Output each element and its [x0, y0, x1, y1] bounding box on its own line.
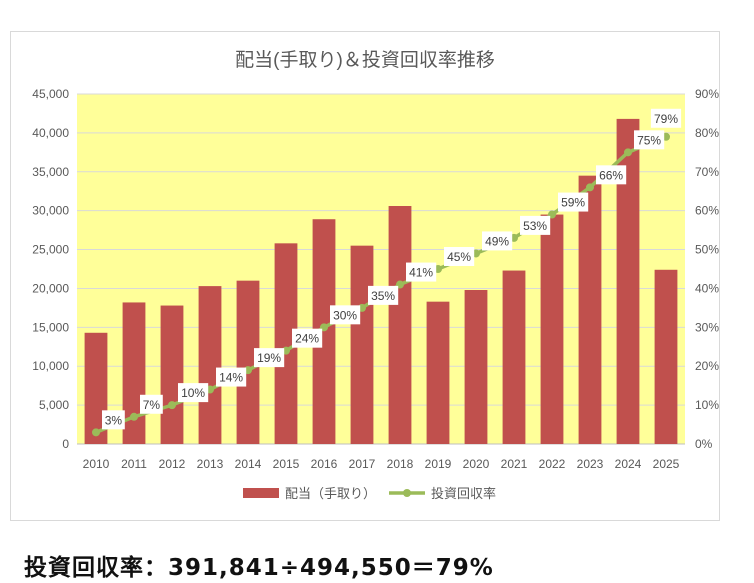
data-label-box: [650, 108, 682, 128]
x-tick-label: 2017: [349, 457, 376, 471]
x-tick-label: 2023: [577, 457, 604, 471]
bar: [236, 280, 260, 444]
x-tick-label: 2014: [235, 457, 262, 471]
y-right-tick-label: 50%: [695, 243, 719, 257]
recovery-rate-point: [624, 148, 632, 157]
data-label-box: [596, 165, 627, 185]
data-label-box: [102, 410, 125, 430]
x-tick-label: 2020: [463, 457, 490, 471]
y-right-tick-label: 90%: [695, 87, 719, 101]
bar: [578, 175, 602, 444]
data-label: 53%: [523, 219, 547, 233]
bar: [464, 290, 488, 444]
bar: [312, 219, 336, 444]
bar: [616, 118, 640, 444]
y-right-tick-label: 30%: [695, 320, 719, 334]
y-left-tick-label: 25,000: [32, 243, 69, 257]
bar: [426, 301, 450, 444]
data-label: 35%: [371, 289, 395, 303]
data-label: 75%: [637, 133, 661, 147]
investment-recovery-caption: 投資回収率：391,841÷494,550＝79%: [24, 555, 494, 581]
y-right-tick-label: 80%: [695, 126, 719, 140]
data-label: 30%: [333, 308, 357, 322]
data-label-box: [368, 285, 399, 305]
bar: [198, 286, 222, 444]
data-label: 41%: [409, 266, 433, 280]
x-tick-label: 2012: [159, 457, 186, 471]
data-label: 45%: [447, 250, 471, 264]
data-label: 59%: [561, 196, 585, 210]
x-tick-label: 2015: [273, 457, 300, 471]
recovery-rate-point: [168, 401, 176, 410]
data-label-box: [482, 231, 513, 251]
data-label: 14%: [219, 371, 243, 385]
y-right-tick-label: 60%: [695, 204, 719, 218]
y-right-tick-label: 70%: [695, 165, 719, 179]
data-label-box: [406, 262, 437, 282]
legend-label-recovery: 投資回収率: [431, 486, 496, 501]
data-label-box: [140, 394, 163, 414]
data-label-box: [558, 192, 589, 212]
bar: [540, 214, 564, 444]
x-tick-label: 2024: [615, 457, 642, 471]
y-left-tick-label: 35,000: [32, 165, 69, 179]
data-label: 19%: [257, 351, 281, 365]
chart-title: 配当(手取り)＆投資回収率推移: [235, 49, 495, 71]
data-label-box: [444, 247, 475, 266]
bar: [502, 270, 526, 444]
y-left-tick-label: 0: [62, 437, 69, 451]
chart-frame: 配当(手取り)＆投資回収率推移 0 5,000 10,000 15,000 20,000 2…: [10, 31, 720, 521]
bar: [654, 269, 678, 444]
x-tick-label: 2021: [501, 457, 528, 471]
y-right-tick-label: 0%: [695, 437, 713, 451]
y-left-tick-label: 20,000: [32, 281, 69, 295]
legend-swatch-dividend: [243, 488, 279, 498]
data-label-box: [330, 305, 361, 325]
y-left-tick-label: 45,000: [32, 87, 69, 101]
chart-svg: 配当(手取り)＆投資回収率推移 0 5,000 10,000 15,000 20,000 2…: [32, 49, 719, 501]
y-right-tick-label: 10%: [695, 398, 719, 412]
bar: [350, 245, 374, 444]
data-label: 3%: [105, 413, 123, 427]
recovery-rate-point: [92, 428, 100, 437]
y-left-tick-label: 30,000: [32, 204, 69, 218]
x-tick-label: 2025: [653, 457, 680, 471]
recovery-rate-point: [586, 183, 594, 192]
x-tick-label: 2016: [311, 457, 338, 471]
data-label-box: [520, 215, 551, 235]
bar: [388, 206, 412, 444]
bar: [84, 332, 108, 444]
y-left-tick-label: 15,000: [32, 320, 69, 334]
recovery-rate-point: [130, 412, 138, 421]
data-label-box: [634, 130, 665, 150]
legend-swatch-recovery-marker: [403, 489, 411, 497]
legend-label-dividend: 配当（手取り）: [285, 486, 376, 501]
y-right-tick-label: 20%: [695, 359, 719, 373]
y-left-tick-label: 5,000: [39, 398, 69, 412]
y-right-tick-label: 40%: [695, 281, 719, 295]
data-label: 24%: [295, 332, 319, 346]
bar: [274, 243, 298, 444]
x-tick-label: 2022: [539, 457, 566, 471]
data-label: 10%: [181, 386, 205, 400]
data-label: 7%: [143, 398, 161, 412]
data-label-box: [254, 348, 285, 368]
data-label: 49%: [485, 234, 509, 248]
data-label-box: [292, 328, 323, 348]
data-label: 79%: [654, 112, 678, 126]
x-tick-label: 2019: [425, 457, 452, 471]
bar: [160, 305, 184, 444]
x-tick-label: 2013: [197, 457, 224, 471]
x-tick-label: 2018: [387, 457, 414, 471]
y-left-tick-label: 40,000: [32, 126, 69, 140]
x-tick-label: 2011: [121, 457, 147, 471]
data-label-box: [178, 383, 209, 403]
x-tick-label: 2010: [83, 457, 110, 471]
y-left-tick-label: 10,000: [32, 359, 69, 373]
data-label: 66%: [599, 168, 623, 182]
bar: [122, 302, 146, 444]
data-label-box: [216, 367, 247, 387]
